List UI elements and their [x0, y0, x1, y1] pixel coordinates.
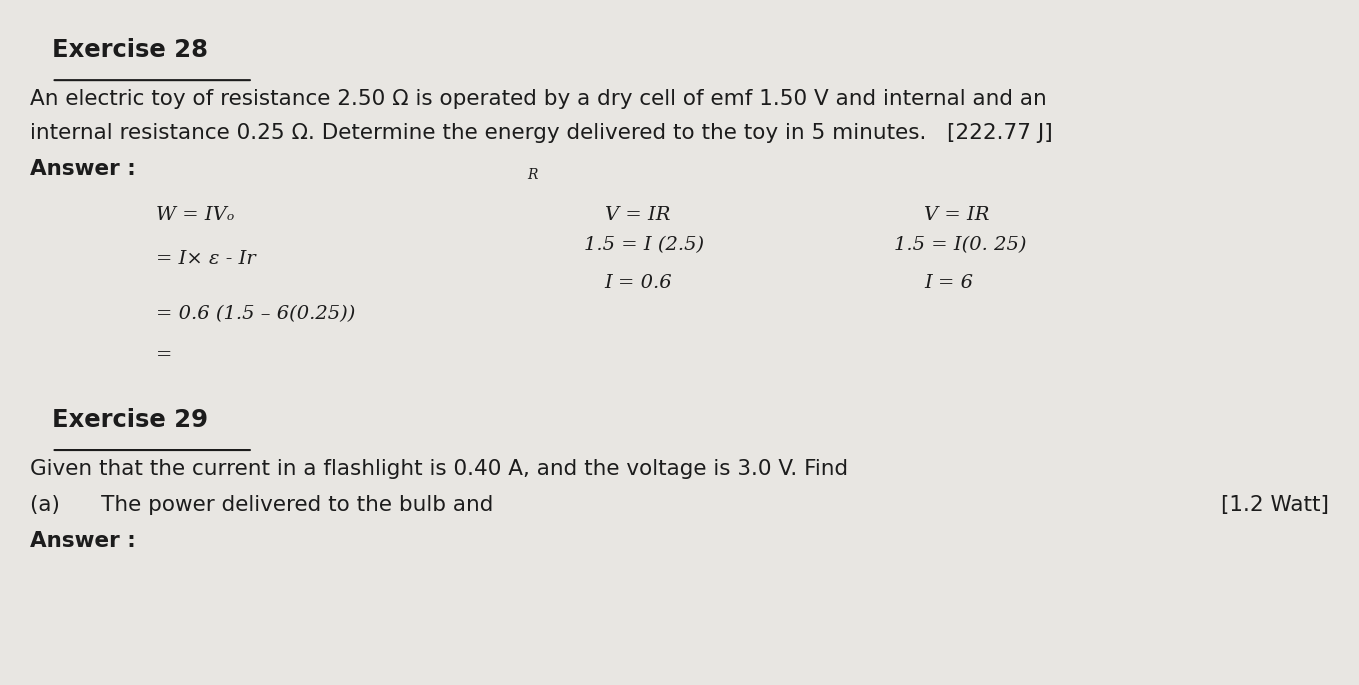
Text: (a)      The power delivered to the bulb and: (a) The power delivered to the bulb and — [30, 495, 493, 514]
Text: I = 6: I = 6 — [924, 274, 973, 292]
Text: R: R — [527, 168, 538, 182]
Text: = I× ε - Ir: = I× ε - Ir — [156, 250, 255, 268]
Text: 1.5 = I (2.5): 1.5 = I (2.5) — [584, 236, 704, 254]
Text: V = IR: V = IR — [605, 206, 670, 223]
Text: I = 0.6: I = 0.6 — [605, 274, 673, 292]
Text: Given that the current in a flashlight is 0.40 A, and the voltage is 3.0 V. Find: Given that the current in a flashlight i… — [30, 459, 848, 479]
Text: An electric toy of resistance 2.50 Ω is operated by a dry cell of emf 1.50 V and: An electric toy of resistance 2.50 Ω is … — [30, 89, 1046, 109]
Text: internal resistance 0.25 Ω. Determine the energy delivered to the toy in 5 minut: internal resistance 0.25 Ω. Determine th… — [30, 123, 1053, 143]
Text: =: = — [156, 346, 173, 364]
Text: W = IVₒ: W = IVₒ — [156, 206, 235, 223]
Text: 1.5 = I(0. 25): 1.5 = I(0. 25) — [894, 236, 1026, 254]
Text: V = IR: V = IR — [924, 206, 989, 223]
Text: = 0.6 (1.5 – 6(0.25)): = 0.6 (1.5 – 6(0.25)) — [156, 305, 356, 323]
Text: Answer :: Answer : — [30, 159, 136, 179]
Text: Exercise 29: Exercise 29 — [52, 408, 208, 432]
Text: Exercise 28: Exercise 28 — [52, 38, 208, 62]
Text: Answer :: Answer : — [30, 531, 136, 551]
Text: [1.2 Watt]: [1.2 Watt] — [1222, 495, 1329, 514]
